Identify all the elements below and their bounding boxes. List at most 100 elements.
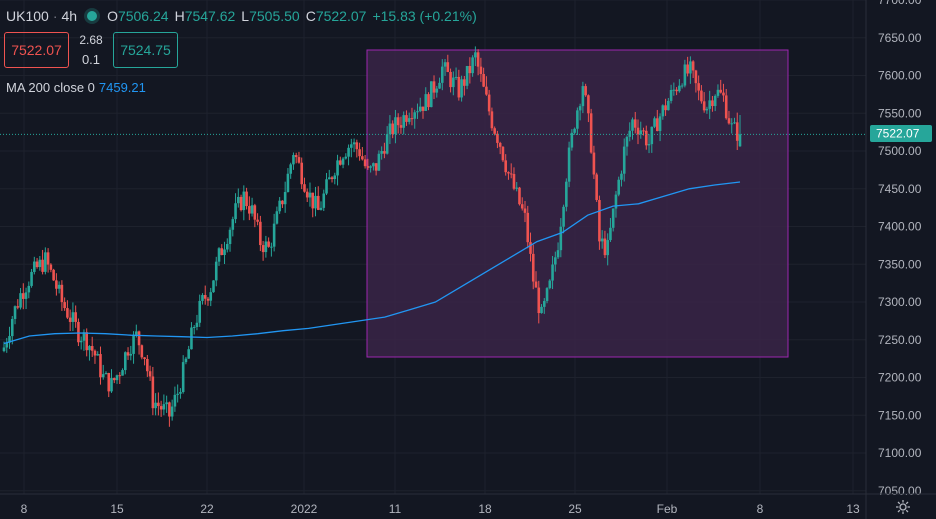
- candle-body: [270, 246, 273, 248]
- candle-body: [719, 89, 723, 93]
- candle-body: [523, 208, 527, 213]
- candle-body: [267, 241, 270, 247]
- candle-body: [363, 159, 367, 167]
- symbol-name[interactable]: UK100: [6, 8, 49, 24]
- last-price-value: 7522.07: [876, 127, 920, 141]
- status-dot-icon: [87, 11, 98, 21]
- candle-body: [250, 205, 254, 214]
- candle-body: [27, 285, 31, 293]
- candle-body: [206, 298, 210, 301]
- candle-body: [303, 184, 306, 192]
- sell-button[interactable]: 7522.07: [4, 32, 69, 68]
- candle-body: [678, 85, 681, 92]
- y-tick-label: 7100.00: [878, 446, 922, 460]
- candle-body: [234, 203, 237, 220]
- candle-body: [680, 85, 684, 87]
- candle-body: [452, 77, 455, 88]
- candle-body: [5, 342, 9, 348]
- candle-body: [493, 128, 496, 134]
- candle-body: [443, 62, 447, 67]
- candle-body: [225, 244, 229, 250]
- time-axis[interactable]: 8 15 22 2022 11 18 25 Feb 8 13: [0, 493, 936, 516]
- candle-body: [485, 86, 488, 95]
- candle-body: [159, 406, 163, 410]
- candle-body: [314, 195, 317, 209]
- candle-body: [165, 402, 168, 405]
- candle-body: [223, 249, 226, 256]
- candle-body: [179, 392, 182, 394]
- candle-body: [336, 160, 339, 176]
- candle-body: [297, 157, 301, 163]
- lot-size[interactable]: 0.1: [81, 52, 101, 67]
- x-tick-label: 8: [21, 502, 28, 516]
- candle-body: [319, 207, 323, 210]
- candle-body: [628, 130, 632, 137]
- buy-button[interactable]: 7524.75: [113, 32, 178, 68]
- candle-body: [479, 66, 483, 74]
- candle-body: [631, 119, 634, 131]
- candle-body: [154, 402, 157, 409]
- highlight-rectangle[interactable]: [366, 49, 789, 358]
- candle-body: [129, 353, 133, 356]
- candle-body: [358, 149, 361, 157]
- candle-body: [19, 293, 22, 308]
- candle-body: [77, 321, 80, 343]
- candle-body: [429, 81, 433, 108]
- candle-body: [237, 196, 240, 204]
- candle-body: [286, 173, 290, 192]
- price-axis[interactable]: 7700.00 7650.00 7600.00 7550.00 7500.00 7450.…: [865, 0, 922, 519]
- candle-body: [330, 177, 334, 180]
- candle-body: [355, 142, 359, 150]
- candle-body: [16, 306, 20, 308]
- candle-body: [350, 144, 353, 148]
- x-tick-label: 13: [846, 502, 860, 516]
- candle-body: [112, 378, 116, 381]
- candle-body: [239, 196, 243, 211]
- indicator-legend[interactable]: MA 200 close 0 7459.21: [6, 80, 146, 95]
- candle-body: [614, 194, 618, 209]
- candle-body: [60, 284, 64, 303]
- candle-body: [562, 206, 565, 227]
- last-price-label: 7522.07: [870, 125, 932, 142]
- candle-body: [79, 340, 83, 343]
- candle-body: [289, 164, 292, 174]
- separator: ·: [52, 8, 58, 24]
- candle-body: [656, 118, 659, 132]
- candle-body: [110, 378, 113, 392]
- candle-body: [21, 293, 25, 299]
- candle-body: [570, 132, 574, 148]
- candle-body: [691, 61, 695, 71]
- y-tick-label: 7050.00: [878, 484, 922, 498]
- candle-body: [374, 163, 378, 171]
- candle-body: [57, 284, 61, 289]
- candle-body: [498, 142, 502, 147]
- y-tick-label: 7650.00: [878, 31, 922, 45]
- candle-body: [669, 89, 673, 101]
- trade-panel: 7522.07 2.68 0.1 7524.75: [4, 32, 178, 68]
- candle-body: [198, 300, 202, 323]
- candle-body: [476, 52, 480, 67]
- candle-body: [201, 295, 204, 301]
- candle-body: [606, 240, 609, 256]
- y-tick-label: 7450.00: [878, 182, 922, 196]
- candle-body: [556, 250, 560, 258]
- candle-body: [90, 346, 94, 351]
- candle-body: [82, 332, 86, 341]
- candle-body: [214, 261, 218, 281]
- candle-body: [609, 227, 612, 241]
- candle-body: [642, 130, 645, 132]
- candle-body: [625, 136, 629, 147]
- candle-body: [338, 160, 342, 165]
- candle-body: [559, 226, 563, 251]
- candle-body: [361, 156, 364, 160]
- candle-body: [402, 115, 406, 128]
- low-label: L: [241, 8, 250, 24]
- candle-body: [52, 269, 55, 281]
- y-tick-label: 7600.00: [878, 69, 922, 83]
- settings-gear-icon[interactable]: [895, 499, 911, 515]
- candle-body: [463, 79, 466, 86]
- interval[interactable]: 4h: [61, 8, 78, 24]
- candle-body: [46, 252, 50, 265]
